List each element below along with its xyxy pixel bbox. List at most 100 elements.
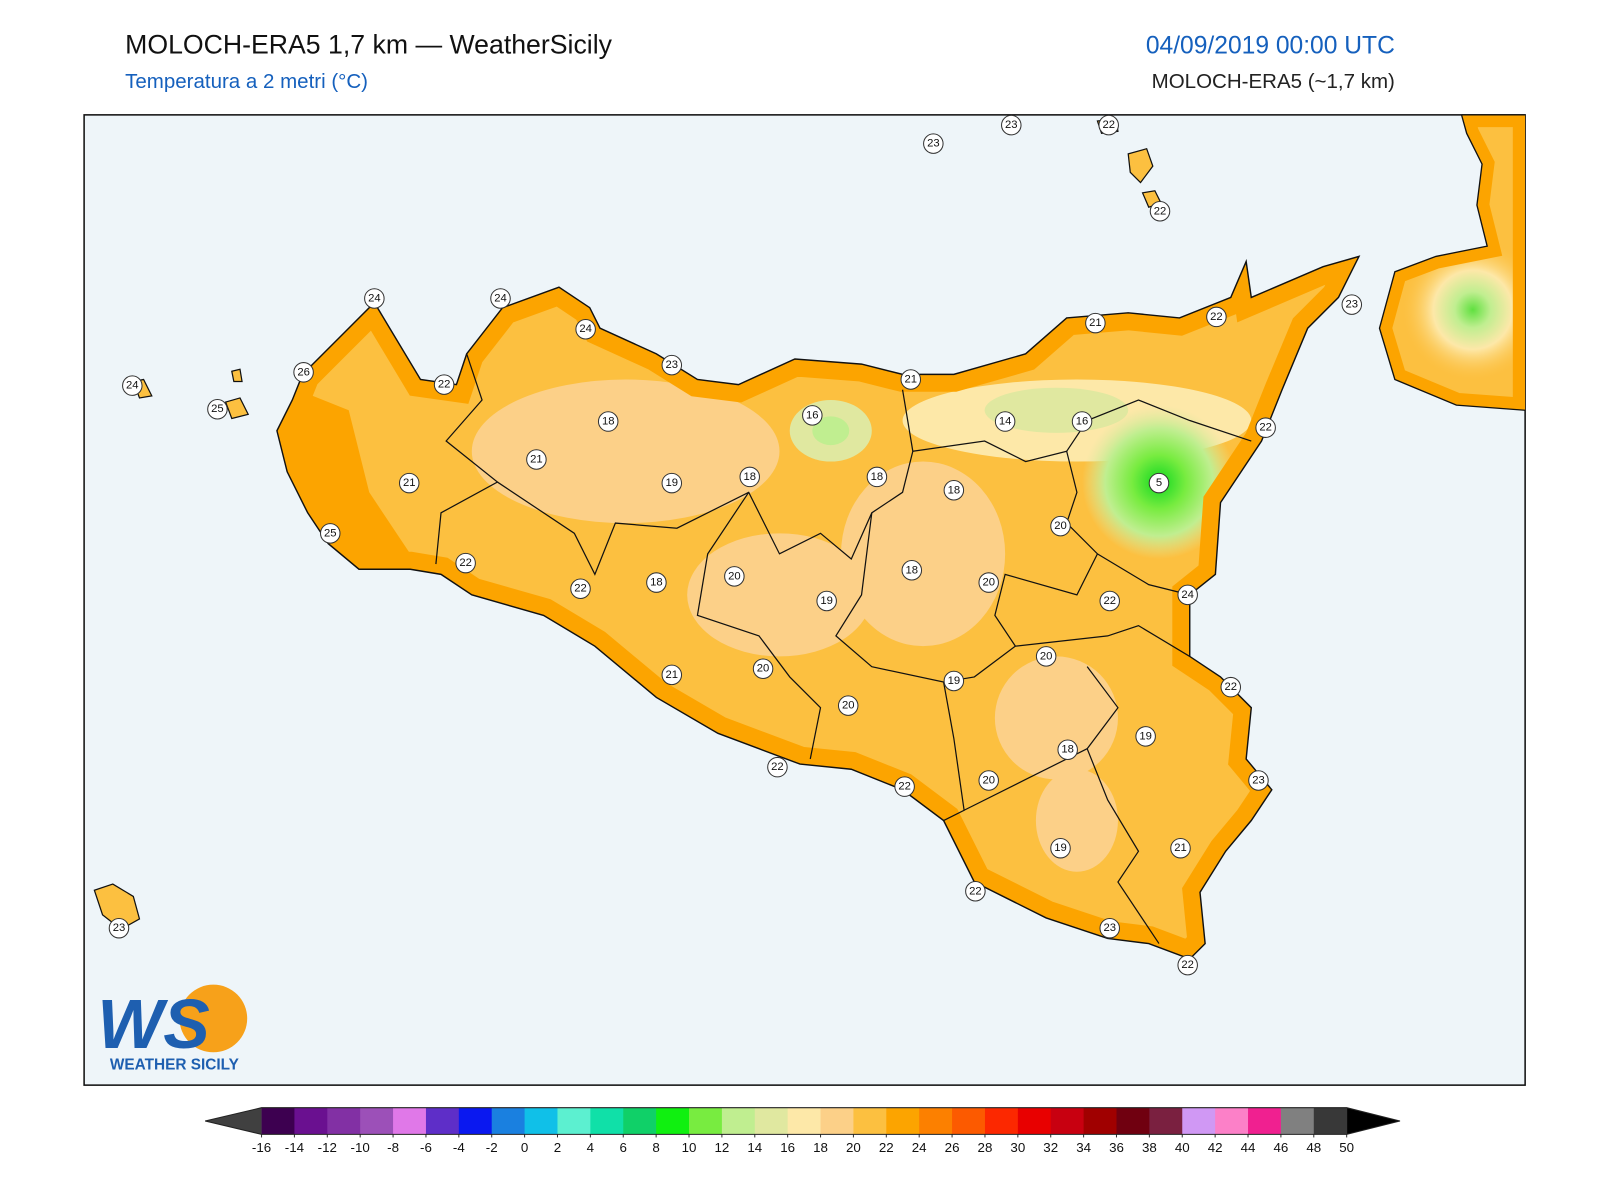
colorbar-tick-label: 32 xyxy=(1043,1140,1058,1155)
logo-sun xyxy=(179,984,248,1053)
station-marker xyxy=(724,566,745,587)
station-value: 18 xyxy=(743,471,756,483)
colorbar-tick-label: -2 xyxy=(486,1140,498,1155)
station-marker xyxy=(739,466,760,488)
station-value: 5 xyxy=(1156,477,1162,489)
station-labels: 23 23 22 22 24 24 24 23 26 22 24 25 18 16 21 21 22 23 14 16… xyxy=(108,114,1363,976)
station-marker xyxy=(319,523,341,544)
station-value: 24 xyxy=(579,323,592,335)
colorbar-swatch xyxy=(623,1107,657,1135)
station-marker xyxy=(1099,917,1120,939)
station: 21 xyxy=(526,449,547,470)
subtitle: Temperatura a 2 metri (°C) xyxy=(125,70,368,93)
station: 24 xyxy=(364,288,385,309)
colorbar-tick-label: 30 xyxy=(1010,1140,1025,1155)
station-marker xyxy=(646,572,667,593)
colorbar-tick-label: 0 xyxy=(521,1140,528,1155)
station: 22 xyxy=(433,374,455,395)
station: 24 xyxy=(1177,584,1198,606)
station-value: 18 xyxy=(871,471,884,483)
station-value: 25 xyxy=(211,403,224,415)
station-value: 18 xyxy=(906,564,919,576)
colorbar-under xyxy=(205,1107,262,1135)
station-value: 22 xyxy=(1225,681,1238,693)
station-marker xyxy=(1206,306,1227,328)
station-marker xyxy=(661,354,683,376)
station-marker xyxy=(837,695,859,716)
station-value: 19 xyxy=(820,595,833,607)
station-marker xyxy=(1085,312,1106,334)
station-value: 19 xyxy=(1054,842,1067,854)
station: 18 xyxy=(597,411,619,432)
colorbar-tick-label: 42 xyxy=(1208,1140,1223,1155)
logo-mark: WS xyxy=(97,985,209,1063)
station-marker xyxy=(1050,515,1071,537)
station-marker xyxy=(398,472,420,494)
station-marker xyxy=(1248,770,1269,791)
station: 21 xyxy=(398,472,420,494)
colorbar-tick-label: -10 xyxy=(351,1140,370,1155)
colorbar-swatch xyxy=(1182,1107,1216,1135)
colorbar-swatch xyxy=(261,1107,295,1135)
station-value: 22 xyxy=(1154,205,1167,217)
station-marker xyxy=(433,374,455,395)
station: 20 xyxy=(978,770,999,791)
station: 16 xyxy=(1071,411,1093,432)
station-value: 21 xyxy=(666,669,679,681)
station-value: 19 xyxy=(1139,730,1152,742)
station-marker xyxy=(943,670,965,692)
colorbar-tick-label: 20 xyxy=(846,1140,861,1155)
station: 22 xyxy=(1255,417,1276,438)
station: 18 xyxy=(866,466,888,488)
station-value: 21 xyxy=(1174,842,1187,854)
station-marker xyxy=(901,559,923,581)
station-value: 20 xyxy=(757,663,770,675)
station: 14 xyxy=(994,411,1016,432)
colorbar-swatch xyxy=(721,1107,756,1135)
station: 23 xyxy=(661,354,683,376)
colorbar-swatch xyxy=(557,1107,591,1135)
station: 23 xyxy=(1099,917,1120,939)
station: 22 xyxy=(1220,676,1242,698)
station: 22 xyxy=(570,578,591,599)
colorbar-swatch xyxy=(458,1107,493,1135)
colorbar-tick-label: 38 xyxy=(1142,1140,1157,1155)
station: 18 xyxy=(943,479,965,501)
model-label: MOLOCH-ERA5 (~1,7 km) xyxy=(1152,70,1395,93)
station: 22 xyxy=(965,881,986,902)
station-marker xyxy=(994,411,1016,432)
station: 22 xyxy=(1206,306,1227,328)
station: 22 xyxy=(1099,590,1120,612)
station-marker xyxy=(1149,201,1171,222)
colorbar-tick-label: 12 xyxy=(714,1140,729,1155)
station-marker xyxy=(490,288,511,309)
title: MOLOCH-ERA5 1,7 km — WeatherSicily xyxy=(125,29,613,59)
logo: WS WEATHER SICILY xyxy=(97,984,248,1074)
station: 18 xyxy=(646,572,667,593)
station-value: 21 xyxy=(403,477,416,489)
colorbar-swatch xyxy=(425,1107,460,1135)
station-value: 20 xyxy=(842,700,855,712)
station-value: 22 xyxy=(969,885,982,897)
colorbar-tick-label: 36 xyxy=(1109,1140,1124,1155)
station-marker xyxy=(1050,837,1071,859)
colorbar-swatch xyxy=(820,1107,854,1135)
station-value: 22 xyxy=(1259,422,1272,434)
colorbar-tick-label: 24 xyxy=(912,1140,927,1155)
station: 20 xyxy=(1035,646,1057,667)
station-value: 22 xyxy=(771,761,784,773)
station-marker xyxy=(1148,472,1170,494)
station: 19 xyxy=(816,590,837,612)
colorbar-swatch xyxy=(952,1107,986,1135)
station-marker xyxy=(661,472,683,494)
station: 20 xyxy=(1050,515,1071,537)
station-value: 18 xyxy=(1061,744,1074,756)
colorbar-swatch xyxy=(656,1107,690,1135)
station-value: 22 xyxy=(1181,959,1194,971)
station: 18 xyxy=(739,466,760,488)
station-marker xyxy=(526,449,547,470)
station-value: 21 xyxy=(905,373,918,385)
colorbar-swatch xyxy=(1050,1107,1085,1135)
station-value: 24 xyxy=(126,380,139,392)
